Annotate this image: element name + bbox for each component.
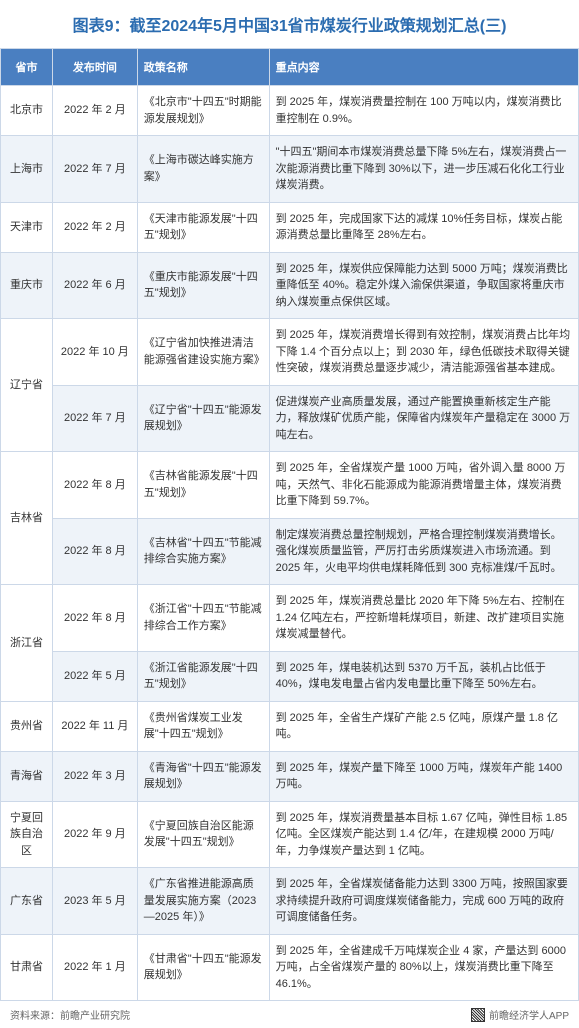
table-row: 2022 年 7 月《辽宁省"十四五"能源发展规划》促进煤炭产业高质量发展，通过… bbox=[1, 385, 579, 452]
cell-date: 2022 年 1 月 bbox=[52, 934, 137, 1001]
cell-content: 到 2025 年，煤炭供应保障能力达到 5000 万吨；煤炭消费比重降低至 40… bbox=[269, 252, 578, 319]
cell-province: 广东省 bbox=[1, 868, 53, 935]
cell-policy: 《甘肃省"十四五"能源发展规划》 bbox=[137, 934, 269, 1001]
cell-policy: 《贵州省煤炭工业发展"十四五"规划》 bbox=[137, 701, 269, 751]
table-row: 青海省2022 年 3 月《青海省"十四五"能源发展规划》到 2025 年，煤炭… bbox=[1, 751, 579, 801]
table-row: 贵州省2022 年 11 月《贵州省煤炭工业发展"十四五"规划》到 2025 年… bbox=[1, 701, 579, 751]
policy-table: 省市 发布时间 政策名称 重点内容 北京市2022 年 2 月《北京市"十四五"… bbox=[0, 48, 579, 1001]
cell-policy: 《广东省推进能源高质量发展实施方案（2023—2025 年）》 bbox=[137, 868, 269, 935]
cell-province: 吉林省 bbox=[1, 452, 53, 585]
table-row: 宁夏回族自治区2022 年 9 月《宁夏回族自治区能源发展"十四五"规划》到 2… bbox=[1, 801, 579, 868]
cell-province: 北京市 bbox=[1, 86, 53, 136]
cell-date: 2022 年 9 月 bbox=[52, 801, 137, 868]
cell-province: 天津市 bbox=[1, 202, 53, 252]
cell-content: 到 2025 年，煤炭消费增长得到有效控制，煤炭消费占比年均下降 1.4 个百分… bbox=[269, 319, 578, 386]
table-header-row: 省市 发布时间 政策名称 重点内容 bbox=[1, 49, 579, 86]
cell-date: 2022 年 8 月 bbox=[52, 452, 137, 519]
cell-policy: 《浙江省能源发展"十四五"规划》 bbox=[137, 651, 269, 701]
cell-content: 制定煤炭消费总量控制规划，严格合理控制煤炭消费增长。强化煤炭质量监管，严厉打击劣… bbox=[269, 518, 578, 585]
table-row: 2022 年 8 月《吉林省"十四五"节能减排综合实施方案》制定煤炭消费总量控制… bbox=[1, 518, 579, 585]
cell-date: 2022 年 5 月 bbox=[52, 651, 137, 701]
cell-content: 到 2025 年，全省生产煤矿产能 2.5 亿吨，原煤产量 1.8 亿吨。 bbox=[269, 701, 578, 751]
table-row: 2022 年 5 月《浙江省能源发展"十四五"规划》到 2025 年，煤电装机达… bbox=[1, 651, 579, 701]
cell-policy: 《浙江省"十四五"节能减排综合工作方案》 bbox=[137, 585, 269, 652]
table-row: 广东省2023 年 5 月《广东省推进能源高质量发展实施方案（2023—2025… bbox=[1, 868, 579, 935]
cell-province: 贵州省 bbox=[1, 701, 53, 751]
table-row: 辽宁省2022 年 10 月《辽宁省加快推进清洁能源强省建设实施方案》到 202… bbox=[1, 319, 579, 386]
cell-policy: 《辽宁省"十四五"能源发展规划》 bbox=[137, 385, 269, 452]
cell-province: 上海市 bbox=[1, 136, 53, 203]
cell-content: 到 2025 年，完成国家下达的减煤 10%任务目标，煤炭占能源消费总量比重降至… bbox=[269, 202, 578, 252]
table-row: 甘肃省2022 年 1 月《甘肃省"十四五"能源发展规划》到 2025 年，全省… bbox=[1, 934, 579, 1001]
qr-icon bbox=[471, 1008, 485, 1022]
cell-date: 2023 年 5 月 bbox=[52, 868, 137, 935]
cell-content: 到 2025 年，煤炭消费量基本目标 1.67 亿吨，弹性目标 1.85 亿吨。… bbox=[269, 801, 578, 868]
cell-date: 2022 年 7 月 bbox=[52, 136, 137, 203]
cell-content: 到 2025 年，全省煤炭产量 1000 万吨，省外调入量 8000 万吨，天然… bbox=[269, 452, 578, 519]
cell-policy: 《吉林省能源发展"十四五"规划》 bbox=[137, 452, 269, 519]
cell-content: 到 2025 年，煤炭产量下降至 1000 万吨，煤炭年产能 1400 万吨。 bbox=[269, 751, 578, 801]
cell-date: 2022 年 2 月 bbox=[52, 86, 137, 136]
footer-right: 前瞻经济学人APP bbox=[471, 1007, 569, 1022]
cell-content: "十四五"期间本市煤炭消费总量下降 5%左右，煤炭消费占一次能源消费比重下降到 … bbox=[269, 136, 578, 203]
table-title: 图表9：截至2024年5月中国31省市煤炭行业政策规划汇总(三) bbox=[0, 0, 579, 48]
header-content: 重点内容 bbox=[269, 49, 578, 86]
footer-app: 前瞻经济学人APP bbox=[489, 1007, 569, 1022]
table-container: 图表9：截至2024年5月中国31省市煤炭行业政策规划汇总(三) 省市 发布时间… bbox=[0, 0, 579, 1028]
cell-policy: 《上海市碳达峰实施方案》 bbox=[137, 136, 269, 203]
table-row: 浙江省2022 年 8 月《浙江省"十四五"节能减排综合工作方案》到 2025 … bbox=[1, 585, 579, 652]
cell-policy: 《辽宁省加快推进清洁能源强省建设实施方案》 bbox=[137, 319, 269, 386]
table-footer: 资料来源：前瞻产业研究院 前瞻经济学人APP bbox=[0, 1001, 579, 1028]
cell-content: 到 2025 年，煤炭消费量控制在 100 万吨以内，煤炭消费比重控制在 0.9… bbox=[269, 86, 578, 136]
cell-date: 2022 年 7 月 bbox=[52, 385, 137, 452]
table-row: 重庆市2022 年 6 月《重庆市能源发展"十四五"规划》到 2025 年，煤炭… bbox=[1, 252, 579, 319]
header-policy: 政策名称 bbox=[137, 49, 269, 86]
cell-date: 2022 年 3 月 bbox=[52, 751, 137, 801]
cell-content: 到 2025 年，全省煤炭储备能力达到 3300 万吨，按照国家要求持续提升政府… bbox=[269, 868, 578, 935]
cell-date: 2022 年 6 月 bbox=[52, 252, 137, 319]
table-row: 天津市2022 年 2 月《天津市能源发展"十四五"规划》到 2025 年，完成… bbox=[1, 202, 579, 252]
table-row: 吉林省2022 年 8 月《吉林省能源发展"十四五"规划》到 2025 年，全省… bbox=[1, 452, 579, 519]
cell-province: 重庆市 bbox=[1, 252, 53, 319]
cell-policy: 《重庆市能源发展"十四五"规划》 bbox=[137, 252, 269, 319]
cell-date: 2022 年 10 月 bbox=[52, 319, 137, 386]
header-date: 发布时间 bbox=[52, 49, 137, 86]
cell-policy: 《吉林省"十四五"节能减排综合实施方案》 bbox=[137, 518, 269, 585]
cell-date: 2022 年 2 月 bbox=[52, 202, 137, 252]
header-province: 省市 bbox=[1, 49, 53, 86]
cell-date: 2022 年 8 月 bbox=[52, 585, 137, 652]
cell-content: 到 2025 年，煤炭消费总量比 2020 年下降 5%左右、控制在 1.24 … bbox=[269, 585, 578, 652]
cell-province: 宁夏回族自治区 bbox=[1, 801, 53, 868]
cell-content: 到 2025 年，煤电装机达到 5370 万千瓦，装机占比低于 40%，煤电发电… bbox=[269, 651, 578, 701]
cell-content: 到 2025 年，全省建成千万吨煤炭企业 4 家，产量达到 6000 万吨，占全… bbox=[269, 934, 578, 1001]
cell-province: 甘肃省 bbox=[1, 934, 53, 1001]
cell-policy: 《宁夏回族自治区能源发展"十四五"规划》 bbox=[137, 801, 269, 868]
cell-province: 青海省 bbox=[1, 751, 53, 801]
cell-policy: 《青海省"十四五"能源发展规划》 bbox=[137, 751, 269, 801]
footer-source: 资料来源：前瞻产业研究院 bbox=[10, 1007, 130, 1022]
cell-province: 辽宁省 bbox=[1, 319, 53, 452]
cell-policy: 《天津市能源发展"十四五"规划》 bbox=[137, 202, 269, 252]
cell-date: 2022 年 11 月 bbox=[52, 701, 137, 751]
cell-policy: 《北京市"十四五"时期能源发展规划》 bbox=[137, 86, 269, 136]
table-row: 上海市2022 年 7 月《上海市碳达峰实施方案》"十四五"期间本市煤炭消费总量… bbox=[1, 136, 579, 203]
cell-content: 促进煤炭产业高质量发展，通过产能置换重新核定生产能力，释放煤矿优质产能，保障省内… bbox=[269, 385, 578, 452]
table-row: 北京市2022 年 2 月《北京市"十四五"时期能源发展规划》到 2025 年，… bbox=[1, 86, 579, 136]
cell-province: 浙江省 bbox=[1, 585, 53, 702]
cell-date: 2022 年 8 月 bbox=[52, 518, 137, 585]
